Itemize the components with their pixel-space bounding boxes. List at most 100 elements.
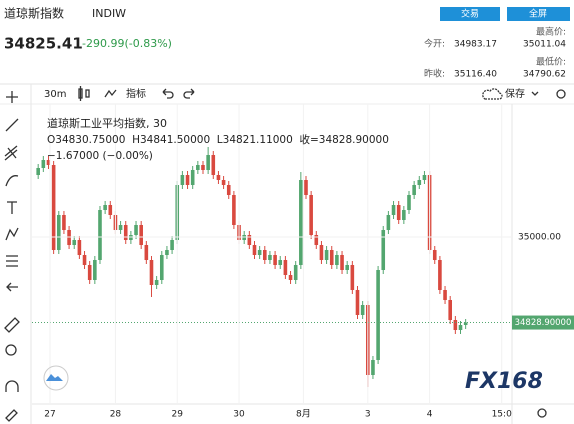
- candle-body: [432, 250, 437, 260]
- candle-body: [278, 260, 283, 265]
- candle-body: [170, 240, 174, 250]
- candle-body: [350, 265, 355, 290]
- y-tick-label: 35000.00: [518, 233, 561, 243]
- candle-body: [386, 215, 391, 230]
- candle-body: [139, 225, 143, 245]
- candle-body: [262, 250, 267, 260]
- candle-body: [36, 168, 40, 175]
- indicators[interactable]: 指标: [126, 87, 146, 100]
- candle-body: [345, 265, 349, 270]
- eraser-tool[interactable]: [5, 409, 18, 422]
- pattern-tool[interactable]: [5, 227, 19, 241]
- last-price-tag: [512, 315, 574, 330]
- candle-body: [185, 175, 190, 185]
- x-tick-label: 8月: [296, 409, 311, 420]
- index-name: 道琼斯指数: [4, 6, 64, 21]
- crosshair-tool[interactable]: [6, 91, 18, 103]
- candle-body: [299, 180, 303, 265]
- candle-body: [304, 180, 308, 195]
- fib-tool[interactable]: [4, 145, 18, 161]
- candle-body: [216, 175, 221, 180]
- candle-body: [391, 205, 396, 215]
- low-value: 34790.62: [523, 70, 566, 80]
- candle-body: [309, 195, 313, 235]
- interval[interactable]: 30m: [44, 89, 66, 100]
- back-tool[interactable]: [6, 282, 18, 292]
- candle-body: [77, 240, 82, 255]
- x-tick-label: 29: [172, 410, 184, 420]
- change-readout: −1.67000 (−0.00%): [47, 150, 153, 162]
- trade-button[interactable]: [440, 7, 500, 21]
- redo-icon[interactable]: [183, 88, 195, 99]
- cloud-icon[interactable]: [482, 88, 503, 100]
- x-tick-label: 28: [110, 410, 122, 420]
- prediction-tool[interactable]: [6, 255, 18, 267]
- candle-body: [51, 165, 56, 250]
- x-tick-label: 4: [427, 410, 433, 420]
- trendline-tool[interactable]: [5, 118, 19, 132]
- open-value: 34983.17: [454, 40, 497, 50]
- settings-icon[interactable]: [556, 89, 566, 99]
- candle-body: [159, 255, 164, 280]
- candle-body: [422, 175, 427, 180]
- candle-body: [62, 215, 66, 230]
- candle-body: [196, 165, 200, 170]
- candle-body: [371, 360, 375, 375]
- trade-button-label[interactable]: 交易: [461, 8, 479, 20]
- fullscreen-button[interactable]: [507, 7, 570, 21]
- candle-body: [443, 290, 447, 300]
- candle-body: [72, 240, 77, 245]
- price-change: -290.99(-0.83%): [82, 37, 172, 50]
- save-menu-arrow[interactable]: [531, 91, 539, 96]
- x-tick-label: 15:0: [492, 410, 512, 420]
- candle-body: [98, 210, 102, 260]
- zoom-tool[interactable]: [5, 344, 17, 356]
- candle-body: [190, 170, 195, 185]
- candle-body: [180, 175, 185, 185]
- candle-body: [41, 160, 46, 168]
- candle-body: [144, 245, 149, 260]
- text-tool[interactable]: [7, 201, 17, 214]
- candle-body: [402, 210, 406, 220]
- candle-body: [293, 265, 298, 280]
- ruler-tool[interactable]: [4, 317, 20, 333]
- chart-toolbar: 30m 指标 保存: [44, 86, 566, 101]
- candle-body: [335, 255, 339, 265]
- magnet-tool[interactable]: [5, 380, 19, 392]
- candle-body: [376, 270, 380, 360]
- candle-body: [82, 255, 87, 265]
- ohlc-readout: O34830.75000 H34841.50000 L34821.11000 收…: [47, 133, 389, 146]
- high-value: 35011.04: [523, 40, 566, 50]
- x-tick-label: 30: [233, 410, 245, 420]
- undo-icon[interactable]: [162, 88, 174, 99]
- candle-type-icon[interactable]: [78, 86, 90, 101]
- fullscreen-button-label[interactable]: 全屏: [529, 8, 547, 20]
- logo-ring: [43, 365, 69, 391]
- drawing-toolbar: [4, 84, 32, 424]
- candle-body: [257, 250, 262, 255]
- candle-body: [438, 260, 442, 290]
- high-label: 最高价:: [536, 26, 566, 38]
- candle-body: [340, 255, 344, 270]
- candle-body: [87, 265, 92, 280]
- candle-body: [458, 325, 463, 330]
- indicator-icon[interactable]: [104, 89, 117, 98]
- candle-body: [355, 290, 360, 315]
- brush-tool[interactable]: [5, 175, 19, 187]
- candle-body: [56, 215, 61, 250]
- candle-body: [165, 250, 169, 255]
- open-label: 今开:: [424, 38, 445, 50]
- x-tick-label: 27: [44, 410, 55, 420]
- candle-body: [463, 322, 468, 325]
- candle-body: [314, 235, 319, 245]
- candle-body: [247, 235, 252, 245]
- axis-settings-icon[interactable]: [537, 408, 547, 418]
- candle-body: [252, 245, 257, 255]
- save[interactable]: 保存: [505, 87, 525, 100]
- axes: 27 28 29 30 8月 3 4 15:0 35000.00 34828.90000: [32, 104, 574, 420]
- candle-body: [226, 185, 231, 195]
- candle-body: [412, 185, 416, 195]
- candle-body: [407, 195, 411, 210]
